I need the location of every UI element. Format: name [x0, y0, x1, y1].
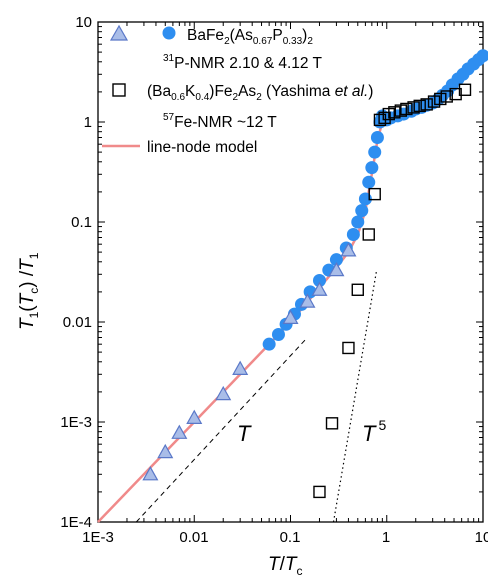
- guide-line-t: [135, 337, 308, 523]
- data-marks: [142, 49, 488, 499]
- triangle-point: [299, 293, 316, 308]
- y-tick-label-0: 1E-4: [60, 514, 92, 531]
- guide-line-t5: [332, 271, 377, 523]
- y-tick-label-2: 0.01: [63, 314, 92, 331]
- triangle-point: [340, 242, 357, 257]
- circle-point: [362, 175, 376, 189]
- square-point: [458, 83, 472, 96]
- legend-entry-2-note: 57Fe-NMR ~12 T: [163, 112, 277, 131]
- annotation-t: T: [237, 421, 252, 446]
- circle-point: [370, 130, 384, 144]
- square-point: [362, 228, 375, 241]
- triangle-point: [215, 385, 232, 401]
- y-tick-label-5: 10: [75, 14, 92, 31]
- x-tick-label-3: 1: [382, 529, 390, 546]
- square-point: [342, 341, 355, 355]
- square-point: [388, 106, 401, 119]
- circle-point: [368, 145, 382, 159]
- x-tick-label-1: 0.01: [179, 529, 208, 546]
- circle-point: [351, 215, 365, 229]
- circle-point: [476, 49, 488, 63]
- square-point: [313, 485, 326, 499]
- triangle-point: [171, 424, 188, 439]
- circle-point: [365, 161, 379, 175]
- triangle-point: [311, 281, 328, 296]
- triangle-point: [328, 261, 345, 277]
- triangle-point: [186, 409, 203, 424]
- square-point: [325, 417, 339, 430]
- x-tick-label-0: 1E-3: [82, 529, 114, 546]
- triangle-point: [142, 466, 159, 481]
- triangle-point: [232, 360, 249, 375]
- square-point: [368, 187, 381, 201]
- circle-point: [329, 253, 343, 267]
- square-point: [449, 87, 462, 101]
- x-tick-label-2: 0.1: [280, 529, 301, 546]
- x-tick-label-4: 10: [475, 529, 488, 546]
- legend-entry-1-note: 31P-NMR 2.10 & 4.12 T: [163, 53, 323, 72]
- model-line-group: [97, 55, 484, 523]
- square-point: [434, 92, 447, 106]
- legend-triangle-marker: [109, 24, 129, 41]
- triangle-point: [282, 309, 299, 324]
- y-tick-label-3: 0.1: [71, 214, 92, 231]
- axis-ticks: [97, 22, 483, 523]
- legend-entry-2-label: (Ba0.6K0.4)Fe2As2 (Yashima et al.): [147, 83, 373, 103]
- triangle-point: [157, 443, 174, 459]
- circle-point: [262, 337, 276, 351]
- legend-circle-marker: [162, 26, 176, 40]
- legend-square-marker: [112, 83, 126, 97]
- square-point: [440, 90, 453, 103]
- square-point: [427, 95, 441, 108]
- legend: BaFe2(As0.67P0.33)2 31P-NMR 2.10 & 4.12 …: [102, 24, 373, 156]
- x-axis-label: T/Tc: [268, 554, 303, 578]
- square-point: [351, 283, 364, 296]
- square-point: [400, 102, 413, 116]
- circle-point: [346, 227, 360, 241]
- circle-point: [355, 204, 369, 218]
- square-point: [420, 98, 433, 111]
- y-tick-label-4: 1: [84, 114, 92, 131]
- circle-point: [312, 274, 326, 288]
- circle-point: [271, 327, 285, 341]
- model-line: [97, 55, 484, 523]
- square-point: [413, 99, 426, 113]
- y-tick-label-1: 1E-3: [60, 414, 92, 431]
- legend-entry-3-label: line-node model: [147, 139, 257, 156]
- guide-lines: [135, 271, 377, 523]
- y-axis-label: T1(Tc) /T1: [17, 252, 41, 330]
- legend-entry-1-label: BaFe2(As0.67P0.33)2: [187, 27, 313, 47]
